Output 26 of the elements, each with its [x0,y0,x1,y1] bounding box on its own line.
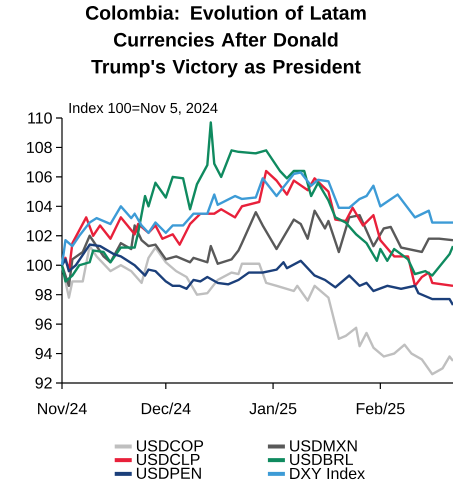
y-tick-label: 98 [36,289,52,300]
y-tick-label: 100 [27,260,52,271]
legend-label: USDBRL [290,454,354,466]
chart-subtitle: Index 100=Nov 5, 2024 [70,102,218,115]
y-tick-label: 110 [28,112,52,124]
chart-title: Colombia: Evolution of Latam Currencies After Donald Trump's Victory as President [86,6,366,78]
y-tick-label: 104 [27,200,52,212]
line-series [60,121,453,283]
line-series [60,171,453,266]
x-tick-label: Nov/24 [38,402,87,414]
y-tick-label: 96 [36,318,52,330]
legend-label: USDPEN [136,468,201,479]
y-tick-label: 92 [36,377,52,389]
legend-label: USDMXN [290,440,357,452]
line-series [60,210,453,288]
x-tick-label: Jan/25 [249,402,296,414]
legend-label: USDCOP [136,440,204,452]
x-tick-label: Feb/25 [356,402,404,414]
x-tick-label: Dec/24 [142,402,191,414]
y-tick-label: 106 [27,171,52,183]
line-series [60,243,453,306]
y-tick-label: 94 [36,348,52,360]
y-tick-label: 108 [27,142,52,154]
legend-label: USDCLP [136,454,200,466]
y-tick-label: 102 [27,230,52,242]
legend-label: DXY Index [290,467,365,480]
